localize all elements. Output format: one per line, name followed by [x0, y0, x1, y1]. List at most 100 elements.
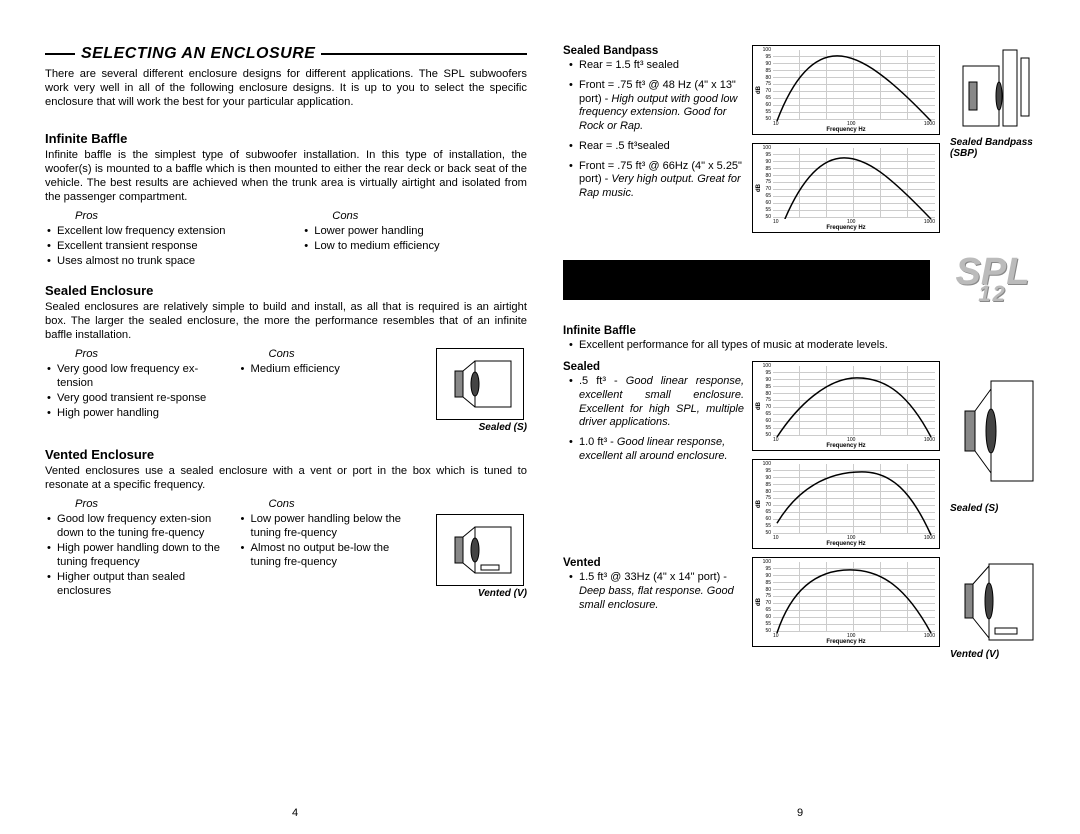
pros-head: Pros: [75, 498, 229, 510]
chart-curve: [773, 148, 935, 219]
cons-list: Lower power handling Low to medium effic…: [302, 224, 527, 253]
pros-list: Good low frequency exten-sion down to th…: [45, 512, 229, 598]
vented-section: Vented 1.5 ft³ @ 33Hz (4" x 14" port) - …: [563, 557, 1045, 660]
vented-heading: Vented: [563, 557, 744, 569]
sealed-heading: Sealed Enclosure: [45, 283, 527, 298]
ib-section: Infinite Baffle Excellent performance fo…: [563, 325, 1045, 351]
list-item: Lower power handling: [302, 224, 527, 238]
vented-box-icon: [953, 557, 1043, 647]
sealed-charts: 10095908580757065605550 101001000 Freque…: [752, 361, 942, 549]
speaker-icon: [955, 371, 1041, 491]
frequency-chart: 10095908580757065605550 101001000 Freque…: [752, 459, 940, 549]
ib-heading: Infinite Baffle: [563, 325, 1045, 337]
list-item: Very good low frequency ex-tension: [45, 362, 229, 390]
frequency-chart: 10095908580757065605550 101001000 Freque…: [752, 143, 940, 233]
cons-list: Medium efficiency: [239, 362, 423, 376]
sealed-section: Sealed .5 ft³ - Good linear response, ex…: [563, 361, 1045, 549]
chart-curve: [773, 562, 935, 633]
pros-list: Very good low frequency ex-tension Very …: [45, 362, 229, 420]
diag-caption: Sealed Bandpass (SBP): [950, 137, 1045, 159]
chart-xlabel: Frequency Hz: [826, 443, 865, 449]
page-number: 9: [797, 807, 803, 819]
list-item: Low to medium efficiency: [302, 239, 527, 253]
title-text: SELECTING AN ENCLOSURE: [81, 45, 315, 63]
vented-diagram: Vented (V): [950, 557, 1045, 660]
vented-heading: Vented Enclosure: [45, 447, 527, 462]
pros-col: Pros Excellent low frequency extension E…: [45, 210, 292, 269]
infinite-desc: Infinite baffle is the simplest type of …: [45, 148, 527, 204]
chart-curve: [773, 464, 935, 535]
chart-xlabel: Frequency Hz: [826, 639, 865, 645]
frequency-chart: 10095908580757065605550 101001000 Freque…: [752, 45, 940, 135]
infinite-proscons: Pros Excellent low frequency extension E…: [45, 210, 527, 269]
list-item: .5 ft³ - Good linear response, excellent…: [563, 375, 744, 430]
cons-head: Cons: [269, 348, 423, 360]
vented-proscons: Pros Good low frequency exten-sion down …: [45, 498, 527, 599]
y-ticks: 10095908580757065605550: [761, 146, 771, 220]
sbp-section: Sealed Bandpass Rear = 1.5 ft³ sealed Fr…: [563, 45, 1045, 233]
chart-ylabel: dB: [756, 500, 762, 508]
sealed-proscons: Pros Very good low frequency ex-tension …: [45, 348, 527, 433]
y-ticks: 10095908580757065605550: [761, 462, 771, 536]
speaker-icon: [445, 521, 515, 579]
list-item: High power handling down to the tuning f…: [45, 541, 229, 569]
y-ticks: 10095908580757065605550: [761, 48, 771, 122]
pros-col: Pros Very good low frequency ex-tension …: [45, 348, 229, 433]
sbp-list: Rear = 1.5 ft³ sealed Front = .75 ft³ @ …: [563, 59, 744, 201]
list-item: Rear = .5 ft³sealed: [563, 140, 744, 154]
pros-list: Excellent low frequency extension Excell…: [45, 224, 292, 268]
list-item: Low power handling below the tuning fre-…: [239, 512, 423, 540]
page-number: 4: [292, 807, 298, 819]
page-right: Sealed Bandpass Rear = 1.5 ft³ sealed Fr…: [545, 45, 1055, 819]
pros-col: Pros Good low frequency exten-sion down …: [45, 498, 229, 599]
spl-logo: SPL 12: [940, 241, 1045, 319]
chart-ylabel: dB: [756, 184, 762, 192]
cons-list: Low power handling below the tuning fre-…: [239, 512, 423, 569]
chart-xlabel: Frequency Hz: [826, 127, 865, 133]
fig-caption: Vented (V): [432, 588, 527, 599]
cons-col: Cons Medium efficiency: [239, 348, 423, 433]
sbp-charts: 10095908580757065605550 101001000 Freque…: [752, 45, 942, 233]
intro-text: There are several different enclosure de…: [45, 67, 527, 109]
vented-box-icon: [436, 514, 524, 586]
vented-text: Vented 1.5 ft³ @ 33Hz (4" x 14" port) - …: [563, 557, 744, 660]
sealed-text: Sealed .5 ft³ - Good linear response, ex…: [563, 361, 744, 549]
cons-col: Cons Lower power handling Low to medium …: [302, 210, 527, 269]
chart-ylabel: dB: [756, 86, 762, 94]
frequency-chart: 10095908580757065605550 101001000 Freque…: [752, 557, 940, 647]
list-item: Uses almost no trunk space: [45, 254, 292, 268]
speaker-icon: [955, 558, 1041, 646]
vented-list: 1.5 ft³ @ 33Hz (4" x 14" port) - Deep ba…: [563, 571, 744, 612]
sealed-heading: Sealed: [563, 361, 744, 373]
chart-curve: [773, 50, 935, 121]
pros-head: Pros: [75, 210, 292, 222]
black-bar: [563, 260, 930, 300]
chart-curve: [773, 366, 935, 437]
spl-logo-num: 12: [978, 286, 1006, 301]
vented-figure: Vented (V): [432, 498, 527, 599]
diag-caption: Sealed (S): [950, 503, 1045, 514]
cons-col: Cons Low power handling below the tuning…: [239, 498, 423, 599]
sealed-figure: Sealed (S): [432, 348, 527, 433]
list-item: Excellent low frequency extension: [45, 224, 292, 238]
chart-xlabel: Frequency Hz: [826, 541, 865, 547]
page-left: SELECTING AN ENCLOSURE There are several…: [45, 45, 545, 819]
fig-caption: Sealed (S): [432, 422, 527, 433]
y-ticks: 10095908580757065605550: [761, 364, 771, 438]
sbp-diagram: Sealed Bandpass (SBP): [950, 45, 1045, 233]
chart-ylabel: dB: [756, 598, 762, 606]
vented-desc: Vented enclosures use a sealed enclosure…: [45, 464, 527, 492]
sealed-box-icon: [953, 361, 1043, 501]
section-title: SELECTING AN ENCLOSURE: [45, 45, 527, 63]
list-item: Higher output than sealed enclosures: [45, 570, 229, 598]
speaker-icon: [955, 46, 1041, 134]
sbp-text: Sealed Bandpass Rear = 1.5 ft³ sealed Fr…: [563, 45, 744, 233]
cons-head: Cons: [269, 498, 423, 510]
list-item: 1.0 ft³ - Good linear response, excellen…: [563, 436, 744, 464]
ib-text: Excellent performance for all types of m…: [563, 339, 1045, 351]
rule: [321, 53, 527, 55]
vented-charts: 10095908580757065605550 101001000 Freque…: [752, 557, 942, 660]
rule: [45, 53, 75, 55]
bandpass-box-icon: [953, 45, 1043, 135]
list-item: Very good transient re-sponse: [45, 391, 229, 405]
